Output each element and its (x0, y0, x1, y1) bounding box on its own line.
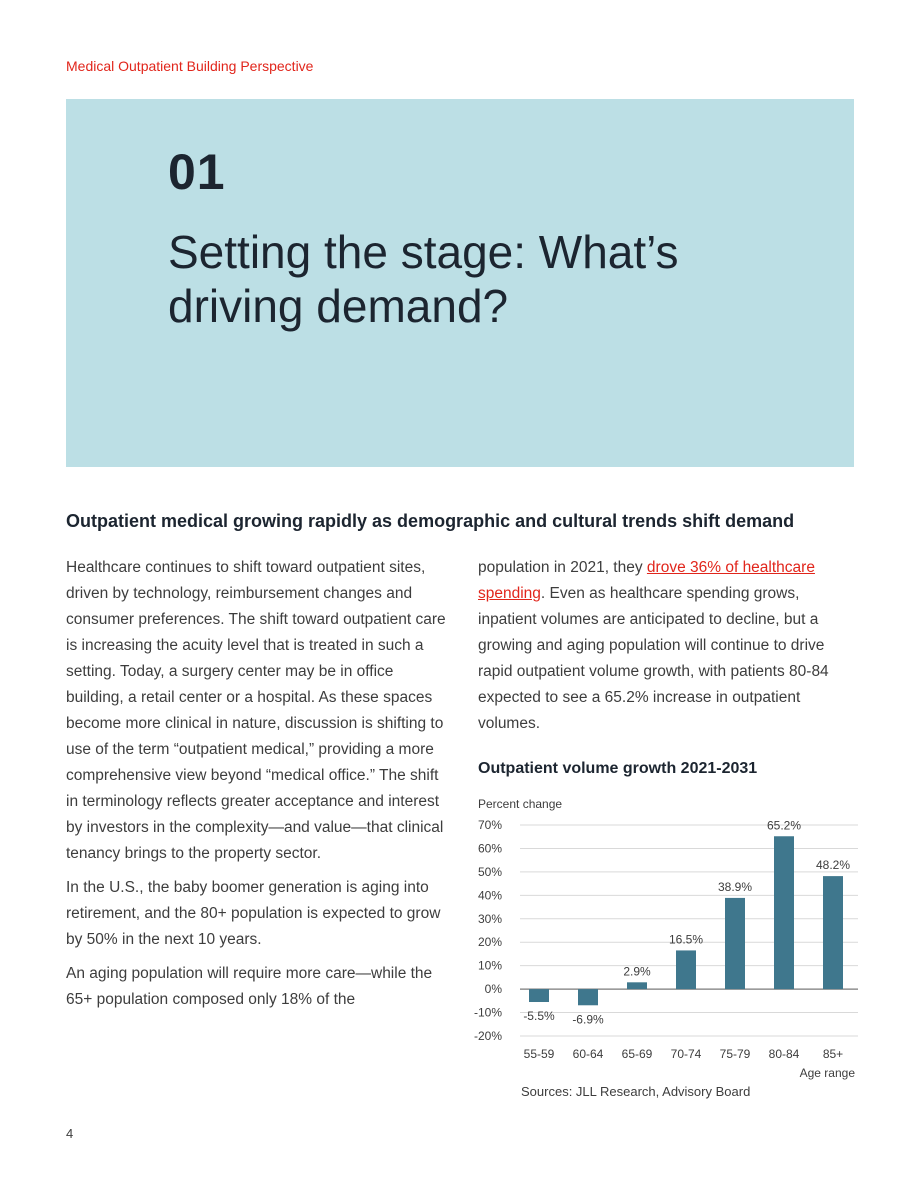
y-axis-label: Percent change (478, 797, 562, 811)
x-tick-label: 80-84 (769, 1047, 800, 1061)
chapter-title-line-1: Setting the stage: What’s (168, 226, 679, 278)
chapter-number: 01 (168, 144, 226, 200)
y-tick-label: 40% (478, 888, 502, 902)
paragraph-continued: population in 2021, they drove 36% of he… (478, 555, 850, 737)
chapter-title-line-2: driving demand? (168, 280, 509, 332)
chart-source: Sources: JLL Research, Advisory Board (521, 1084, 751, 1099)
bar (578, 989, 598, 1006)
x-tick-label: 55-59 (524, 1047, 555, 1061)
chapter-title: Setting the stage: What’s driving demand… (168, 225, 768, 333)
bar (529, 989, 549, 1003)
bar (676, 950, 696, 990)
data-label: 16.5% (669, 932, 703, 946)
data-label: 48.2% (816, 858, 850, 872)
bar (823, 876, 843, 990)
left-column: Healthcare continues to shift toward out… (66, 555, 448, 1021)
x-axis-label: Age range (800, 1066, 856, 1080)
y-tick-label: 0% (485, 982, 503, 996)
page-number: 4 (66, 1126, 74, 1141)
x-tick-label: 60-64 (573, 1047, 604, 1061)
section-heading: Outpatient medical growing rapidly as de… (66, 511, 795, 531)
data-label: 38.9% (718, 880, 752, 894)
data-label: 2.9% (623, 964, 651, 978)
y-tick-label: 60% (478, 841, 502, 855)
paragraph-shift-to-outpatient: Healthcare continues to shift toward out… (66, 559, 446, 862)
y-tick-label: 50% (478, 865, 502, 879)
y-tick-label: -20% (474, 1029, 502, 1043)
data-label: -6.9% (572, 1012, 604, 1026)
bar (774, 836, 794, 990)
y-tick-label: 10% (478, 959, 502, 973)
x-tick-label: 70-74 (671, 1047, 702, 1061)
y-tick-label: 20% (478, 935, 502, 949)
chart-title: Outpatient volume growth 2021-2031 (478, 760, 758, 777)
paragraph-aging-population: An aging population will require more ca… (66, 965, 433, 1008)
bar-chart: Percent change 70% 60% 50% 40% 30% 20% 10% 0% -1… (474, 797, 858, 1080)
bar (627, 982, 647, 990)
data-label: -5.5% (523, 1009, 555, 1023)
y-tick-label: 70% (478, 818, 502, 832)
right-column: population in 2021, they drove 36% of he… (478, 555, 850, 737)
chapter-banner: 01 Setting the stage: What’s driving dem… (66, 99, 854, 467)
healthcare-spending-link[interactable]: drove 36% of healthcare spending (478, 559, 815, 602)
x-tick-label: 65-69 (622, 1047, 653, 1061)
y-tick-label: 30% (478, 912, 502, 926)
paragraph-text-post: . Even as healthcare spending grows, inp… (478, 585, 829, 732)
y-tick-label: -10% (474, 1006, 502, 1020)
bar (725, 897, 745, 990)
x-tick-label: 85+ (823, 1047, 843, 1061)
x-tick-label: 75-79 (720, 1047, 751, 1061)
data-label: 65.2% (767, 818, 801, 832)
running-header: Medical Outpatient Building Perspective (66, 58, 314, 74)
paragraph-baby-boomers: In the U.S., the baby boomer generation … (66, 879, 441, 948)
paragraph-text-pre: population in 2021, they (478, 559, 647, 576)
